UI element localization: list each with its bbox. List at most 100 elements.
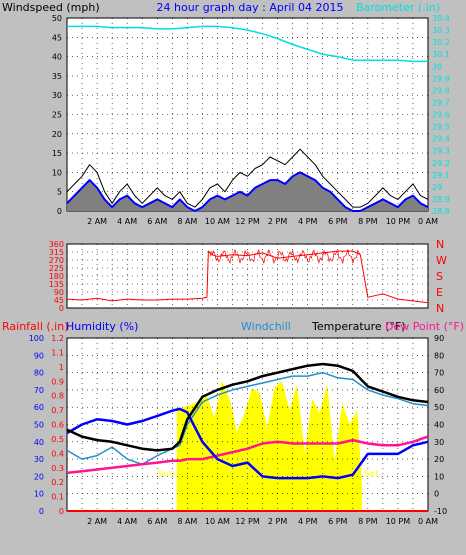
windspeed-tick-label: 20 [52, 130, 62, 139]
x-tick-label: 10 AM [205, 217, 230, 226]
x-tick-label: 2 PM [268, 517, 287, 526]
barometer-tick-label: 30.3 [432, 26, 450, 35]
solar-base [176, 474, 362, 511]
humidity-tick-label: 80 [34, 369, 44, 378]
humidity-tick-label: 60 [34, 403, 44, 412]
temperature-tick-label: 50 [434, 403, 444, 412]
rainfall-axis: 0 0.1 0.2 0.3 0.4 0.5 0.6 0.7 0.8 0.9 1 1.1 1.2 [51, 334, 64, 516]
humidity-tick-label: 70 [34, 386, 44, 395]
x-tick-label: 10 PM [386, 517, 411, 526]
x-tick-label: 0 AM [418, 217, 438, 226]
x-tick-label: 0 AM [418, 517, 438, 526]
temperature-tick-label: 60 [434, 386, 444, 395]
solar-bars [176, 381, 362, 511]
rainfall-tick-label: 0.4 [51, 449, 64, 458]
x-tick-label: 8 PM [358, 217, 377, 226]
barometer-tick-label: 30.2 [432, 38, 450, 47]
humidity-line [66, 407, 429, 480]
x-tick-label: 10 AM [205, 517, 230, 526]
rainfall-tick-label: 0.8 [51, 392, 64, 401]
x-tick-label: 2 PM [268, 217, 287, 226]
barometer-tick-label: 29.6 [432, 111, 450, 120]
x-tick-label: 8 PM [358, 517, 377, 526]
wind-average-fill [67, 172, 428, 211]
direction-tick-label: 225 [49, 264, 64, 273]
wind-direction-line [66, 250, 429, 304]
x-tick-label: 4 PM [298, 517, 317, 526]
windspeed-label: Windspeed (mph) [2, 1, 100, 14]
barometer-tick-label: 29.9 [432, 74, 450, 83]
humidity-tick-label: 0 [39, 507, 44, 516]
rainfall-tick-label: 0.3 [51, 464, 64, 473]
dewpoint-line [66, 435, 429, 475]
temperature-line [66, 362, 429, 452]
compass-label: W [436, 254, 447, 267]
rainfall-tick-label: 0.2 [51, 478, 64, 487]
barometer-tick-label: 29.8 [432, 86, 450, 95]
barometer-tick-label: 30.1 [432, 50, 450, 59]
direction-tick-label: 90 [54, 288, 64, 297]
x-tick-label: 6 PM [328, 517, 347, 526]
windspeed-tick-label: 50 [52, 14, 62, 23]
wind-barometer-panel: Windspeed (mph) 24 hour graph day : Apri… [2, 1, 450, 226]
direction-tick-label: 45 [54, 296, 64, 305]
windspeed-tick-label: 0 [57, 207, 62, 216]
temperature-tick-label: -10 [434, 507, 447, 516]
barometer-tick-label: 29.7 [432, 98, 450, 107]
wind-time-axis: 2 AM 4 AM 6 AM 8 AM 10 AM 12 PM 2 PM 4 PM 6 PM 8 … [87, 217, 438, 226]
x-tick-label: 8 AM [177, 517, 197, 526]
sunrise-label: Sun [158, 469, 175, 479]
direction-tick-label: 135 [49, 280, 64, 289]
x-tick-label: 12 PM [235, 217, 260, 226]
temperature-axis: -10 0 10 20 30 40 50 60 70 80 90 [434, 334, 447, 516]
humidity-tick-label: 10 [34, 490, 44, 499]
rainfall-tick-label: 1 [59, 363, 64, 372]
rainfall-tick-label: 0.9 [51, 377, 64, 386]
windspeed-tick-label: 10 [52, 168, 62, 177]
sunset-label: Set [364, 469, 379, 479]
compass-label: N [436, 302, 444, 315]
x-tick-label: 2 AM [87, 517, 107, 526]
dewpoint-label: Dew Point (°F) [385, 320, 464, 333]
rainfall-label: Rainfall (.in) [2, 320, 69, 333]
temperature-tick-label: 80 [434, 351, 444, 360]
barometer-axis: 28.8 28.9 29 29.1 29.2 29.3 29.4 29.5 29.6 29.7 29… [432, 14, 450, 216]
temperature-series [66, 362, 429, 512]
barometer-tick-label: 29.3 [432, 147, 450, 156]
barometer-label: Barometer (.in) [356, 1, 440, 14]
x-tick-label: 6 PM [328, 217, 347, 226]
windspeed-tick-label: 35 [52, 72, 62, 81]
humidity-tick-label: 40 [34, 438, 44, 447]
x-tick-label: 10 PM [386, 217, 411, 226]
barometer-tick-label: 30 [432, 62, 442, 71]
windspeed-tick-label: 5 [57, 188, 62, 197]
compass-label: E [436, 286, 443, 299]
direction-tick-label: 180 [49, 272, 64, 281]
temperature-tick-label: 40 [434, 421, 444, 430]
temperature-time-axis: 2 AM 4 AM 6 AM 8 AM 10 AM 12 PM 2 PM 4 PM 6 PM 8 … [87, 517, 438, 526]
humidity-tick-label: 90 [34, 351, 44, 360]
direction-tick-label: 360 [49, 240, 64, 249]
barometer-tick-label: 29.2 [432, 159, 450, 168]
wind-gust-line [66, 148, 429, 208]
temperature-panel: Rainfall (.in) Humidity (%) Windchill Te… [2, 320, 464, 526]
direction-tick-label: 315 [49, 248, 64, 257]
temperature-tick-label: 20 [434, 455, 444, 464]
compass-label: S [436, 270, 443, 283]
direction-tick-label: 270 [49, 256, 64, 265]
rainfall-tick-label: 0.7 [51, 406, 64, 415]
humidity-tick-label: 50 [34, 421, 44, 430]
barometer-line [67, 25, 428, 63]
temperature-tick-label: 70 [434, 369, 444, 378]
wind-average-line [66, 171, 429, 212]
humidity-axis: 0 10 20 30 40 50 60 70 80 90 100 [29, 334, 44, 516]
barometer-tick-label: 29 [432, 183, 442, 192]
rainfall-tick-label: 1.2 [51, 334, 64, 343]
rainfall-tick-label: 0 [59, 507, 64, 516]
windspeed-tick-label: 40 [52, 53, 62, 62]
x-tick-label: 4 AM [117, 517, 137, 526]
rainfall-tick-label: 0.1 [51, 493, 64, 502]
rainfall-tick-label: 0.5 [51, 435, 64, 444]
